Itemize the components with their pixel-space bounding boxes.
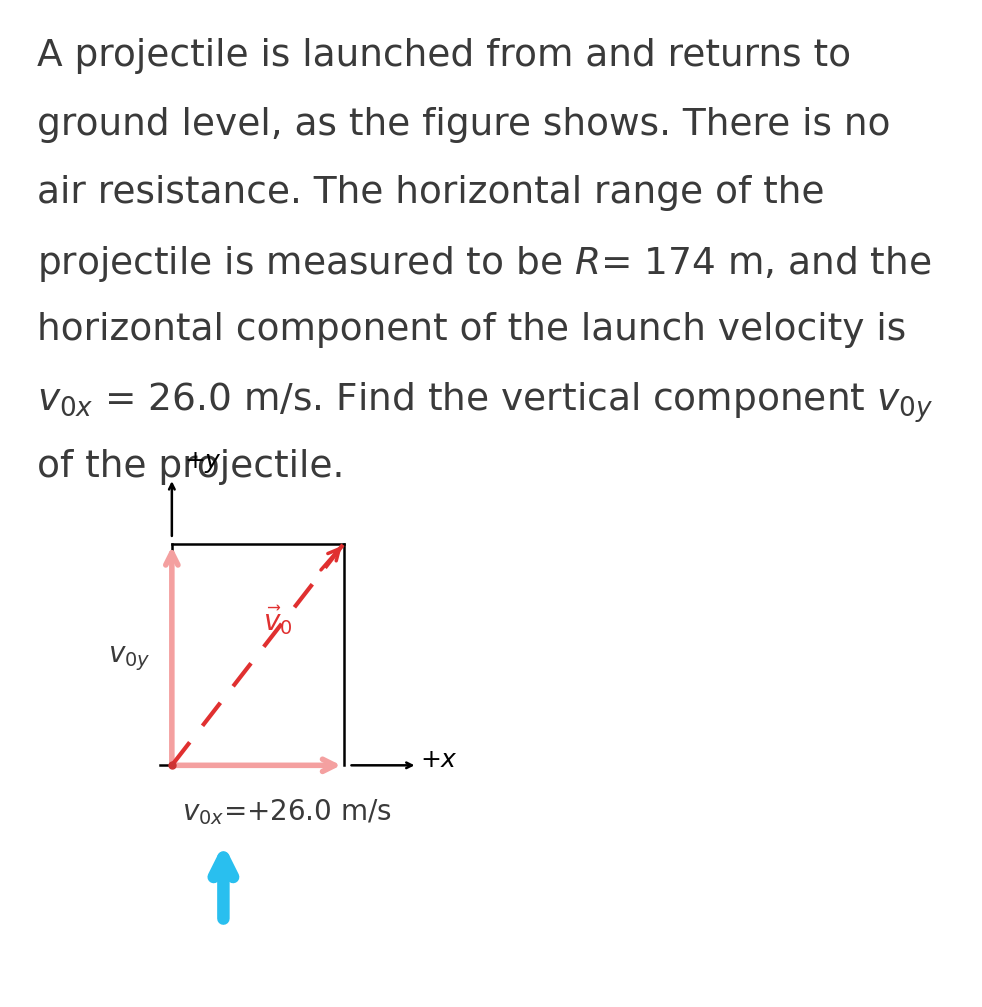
Text: of the projectile.: of the projectile.: [37, 449, 345, 485]
Text: +$y$: +$y$: [184, 450, 222, 475]
Text: $\vec{v}_0$: $\vec{v}_0$: [263, 603, 293, 636]
Text: air resistance. The horizontal range of the: air resistance. The horizontal range of …: [37, 175, 825, 211]
Text: horizontal component of the launch velocity is: horizontal component of the launch veloc…: [37, 312, 906, 348]
Text: projectile is measured to be $R$= 174 m, and the: projectile is measured to be $R$= 174 m,…: [37, 244, 932, 284]
Text: $v_{0x}$=+26.0 m/s: $v_{0x}$=+26.0 m/s: [182, 798, 392, 828]
Text: A projectile is launched from and returns to: A projectile is launched from and return…: [37, 38, 851, 75]
Text: +$x$: +$x$: [420, 748, 459, 772]
Text: $v_{0y}$: $v_{0y}$: [108, 644, 150, 674]
Text: ground level, as the figure shows. There is no: ground level, as the figure shows. There…: [37, 107, 891, 143]
Text: $v_{0x}$ = 26.0 m/s. Find the vertical component $v_{0y}$: $v_{0x}$ = 26.0 m/s. Find the vertical c…: [37, 381, 934, 425]
